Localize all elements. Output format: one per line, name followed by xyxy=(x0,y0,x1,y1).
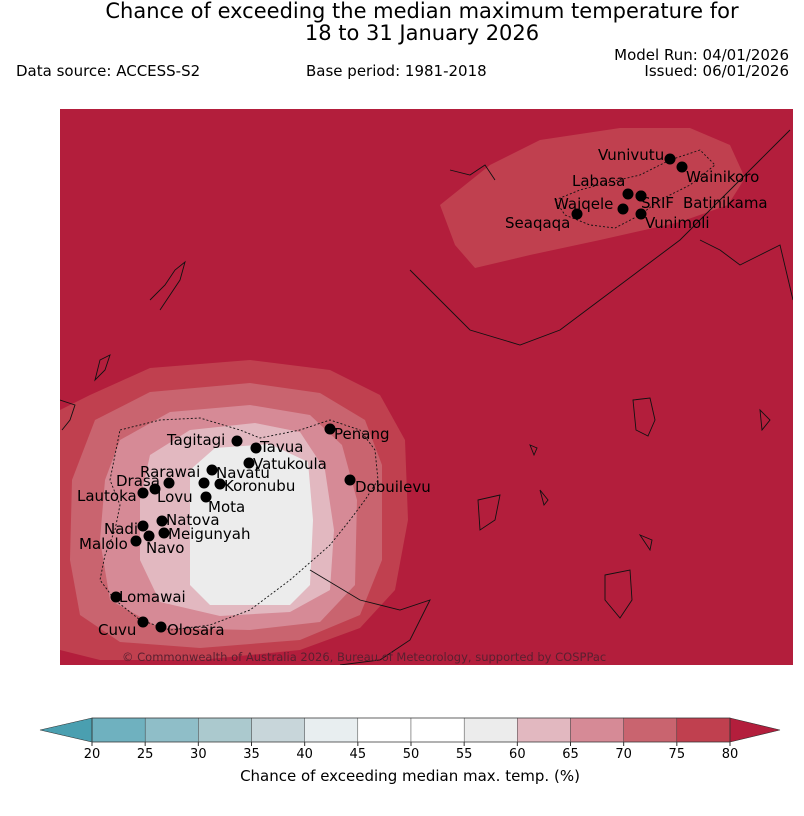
colorbar-bin xyxy=(91,717,146,743)
colorbar-above-arrow xyxy=(729,717,781,743)
colorbar-tick-label: 70 xyxy=(615,747,632,762)
location-label-vunimoli: Vunimoli xyxy=(645,214,710,232)
colorbar-below-arrow xyxy=(39,717,93,743)
location-label-navatu: Navatu xyxy=(216,464,270,482)
colorbar-bin xyxy=(357,717,412,743)
location-marker-drasa xyxy=(149,483,161,495)
coastlines xyxy=(60,129,793,665)
copyright-notice: © Commonwealth of Australia 2026, Bureau… xyxy=(122,650,606,664)
location-marker-penang xyxy=(324,423,336,435)
location-label-labasa: Labasa xyxy=(572,172,625,190)
location-label-cuvu: Cuvu xyxy=(98,621,136,639)
location-label-drasa: Drasa xyxy=(116,472,160,490)
colorbar-bin xyxy=(251,717,305,743)
location-label-vunivutu: Vunivutu xyxy=(598,146,664,164)
colorbar-tick-label: 40 xyxy=(296,747,313,762)
location-label-wainikoro: Wainikoro xyxy=(686,168,759,186)
location-marker-mota xyxy=(200,491,212,503)
location-marker-rarawai xyxy=(206,464,218,476)
location-label-olosara: Olosara xyxy=(167,621,225,639)
colorbar-tick-label: 35 xyxy=(243,747,260,762)
location-label-batinikama: Batinikama xyxy=(683,194,768,212)
colorbar-bin xyxy=(198,717,252,743)
location-marker-navatu xyxy=(198,477,210,489)
data-source: Data source: ACCESS-S2 xyxy=(16,62,201,80)
location-label-meigunyah: Meigunyah xyxy=(168,525,250,543)
colorbar-label: Chance of exceeding median max. temp. (%… xyxy=(240,767,580,785)
colorbar-bin xyxy=(517,717,571,743)
colorbar-tick-label: 30 xyxy=(190,747,207,762)
issued-date: Issued: 06/01/2026 xyxy=(644,62,789,80)
model-run: Model Run: 04/01/2026 xyxy=(614,46,789,64)
location-marker-vatukoula xyxy=(243,457,255,469)
location-label-lautoka: Lautoka xyxy=(77,487,137,505)
location-label-lomawai: Lomawai xyxy=(119,588,186,606)
location-label-penang: Penang xyxy=(334,425,389,443)
location-marker-cuvu xyxy=(137,616,149,628)
location-marker-tagitagi xyxy=(231,435,243,447)
location-marker-wainikoro xyxy=(676,161,688,173)
colorbar-tick-label: 80 xyxy=(722,747,739,762)
location-label-natova: Natova xyxy=(166,511,220,529)
location-label-koronubu: Koronubu xyxy=(224,477,295,495)
location-marker-seaqaqa xyxy=(571,208,583,220)
colorbar-bin xyxy=(676,717,731,743)
colorbar-bin xyxy=(570,717,624,743)
colorbar-bin xyxy=(623,717,678,743)
colorbar-bin xyxy=(410,717,465,743)
location-marker-batinikama xyxy=(635,190,647,202)
colorbar-tick-label: 55 xyxy=(456,747,473,762)
location-label-dobuilevu: Dobuilevu xyxy=(355,478,431,496)
location-marker-navo xyxy=(143,530,155,542)
colorbar-tick-label: 25 xyxy=(137,747,154,762)
location-marker-lovu xyxy=(163,477,175,489)
location-label-vatukoula: Vatukoula xyxy=(253,455,327,473)
location-label-lovu: Lovu xyxy=(157,488,193,506)
location-label-nadi: Nadi xyxy=(104,520,138,538)
colorbar-tick-label: 20 xyxy=(84,747,101,762)
location-marker-vunivutu xyxy=(664,153,676,165)
location-marker-nadi xyxy=(137,520,149,532)
location-label-rarawai: Rarawai xyxy=(140,463,200,481)
colorbar-bin xyxy=(144,717,199,743)
colorbar-tick-label: 75 xyxy=(669,747,686,762)
location-marker-lomawai xyxy=(110,591,122,603)
colorbar-bin xyxy=(304,717,359,743)
colorbar-tick-label: 50 xyxy=(403,747,420,762)
colorbar-bin xyxy=(463,717,518,743)
location-marker-malolo xyxy=(130,535,142,547)
location-label-seaqaqa: Seaqaqa xyxy=(505,214,570,232)
colorbar-tick-label: 65 xyxy=(562,747,579,762)
title-line-2: 18 to 31 January 2026 xyxy=(304,21,540,45)
location-label-waiqele: Waiqele xyxy=(554,195,613,213)
location-marker-olosara xyxy=(155,621,167,633)
location-label-srif: SRIF xyxy=(641,194,674,212)
location-marker-koronubu xyxy=(214,478,226,490)
colorbar-tick-label: 60 xyxy=(509,747,526,762)
location-marker-labasa xyxy=(622,188,634,200)
location-label-navo: Navo xyxy=(146,539,184,557)
location-marker-tavua xyxy=(250,442,262,454)
location-marker-meigunyah xyxy=(158,527,170,539)
colorbar-tick-label: 45 xyxy=(350,747,367,762)
location-marker-waiqele xyxy=(617,203,629,215)
location-markers: Vunivutu Wainikoro Labasa Waiqele SRIF Batini… xyxy=(77,146,768,639)
location-marker-natova xyxy=(156,515,168,527)
location-marker-vunimoli xyxy=(635,208,647,220)
base-period: Base period: 1981-2018 xyxy=(306,62,487,80)
location-label-tagitagi: Tagitagi xyxy=(166,431,225,449)
map-panel: Vunivutu Wainikoro Labasa Waiqele SRIF Batini… xyxy=(60,109,793,665)
location-marker-dobuilevu xyxy=(344,474,356,486)
title-line-1: Chance of exceeding the median maximum t… xyxy=(105,0,739,23)
location-label-mota: Mota xyxy=(208,498,245,516)
location-label-malolo: Malolo xyxy=(79,535,128,553)
location-label-tavua: Tavua xyxy=(259,438,303,456)
location-marker-lautoka xyxy=(137,487,149,499)
